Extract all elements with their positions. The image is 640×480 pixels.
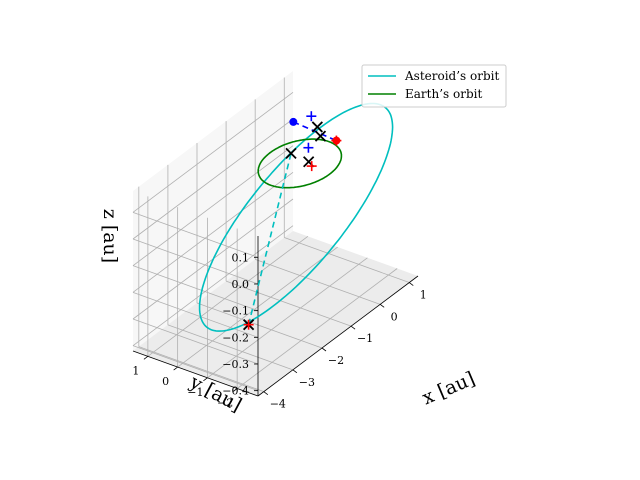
grid-z-right [132,92,294,213]
x-tick-mark [379,304,385,308]
plot-area [198,102,394,332]
asteroid-periapsis-plus [243,319,254,330]
x-tick-label: −1 [357,332,373,345]
grid-z-left [132,238,259,285]
grid-z-left [132,318,259,365]
grid-z-left [132,291,259,338]
x-tick-mark [263,391,269,395]
y-tick-mark [143,356,149,360]
grid-y-floor [236,268,398,389]
z-tick-label: −0.2 [222,331,249,344]
legend-label-earth: Earth’s orbit [405,87,482,101]
dot-red-right [332,136,341,145]
x-top-2-b [314,130,327,142]
x-mid-1-b [285,147,297,160]
tick-labels: −4 −3 −2 −1 0 1 1 0 −1 −2 0.1 0.0 −0.1 −0.2 −0.3 −0.4 [132,251,426,410]
x-axis-label: x [au] [419,368,478,410]
legend-box [361,64,507,108]
y-tick-label: 1 [132,364,139,377]
y-tick-mark [173,366,178,371]
z-tick-label: −0.3 [222,358,249,371]
plus-blue-top [306,111,317,122]
grid-lines [132,77,410,393]
pane-right [133,71,293,351]
x-top-1-b [311,121,323,133]
z-tick-label: −0.1 [222,305,249,318]
asteroid-orbit [198,102,394,332]
grid-z-right [132,145,294,266]
y-tick-mark [203,377,208,382]
x-tick-label: −3 [299,376,315,389]
y-tick-label: −1 [187,386,203,399]
grid-z-right [132,225,294,346]
earth-orbit [257,138,343,189]
x-top-2 [314,130,327,142]
legend-label-asteroid: Asteroid’s orbit [404,69,499,83]
z-tick-label: −0.4 [222,385,249,398]
x-tick-mark [350,325,356,330]
blue-dot [289,117,298,126]
z-axis-label: z [au] [99,209,121,263]
z-tick-label: 0.1 [232,251,250,264]
x-axis-line [257,275,419,397]
x-tick-label: −4 [270,398,286,411]
earth-link [293,121,337,142]
grid-z-left [132,211,259,258]
x-tick-mark [409,282,414,286]
grid-z-right [132,118,294,240]
y-tick-label: 0 [162,375,169,388]
y-tick-mark [232,388,238,392]
z-tick-label: 0.0 [232,278,250,291]
grid-z-right [132,172,294,293]
x-tick-label: −2 [328,354,344,367]
grid-y-floor [147,236,309,357]
x-mid-1 [285,147,297,160]
x-tick-label: 1 [420,289,427,302]
grid-y-floor [207,257,368,379]
grid-z-left [132,265,259,312]
grid-z-left [132,345,259,392]
x-mid-2-b [303,156,315,168]
y-tick-label: −2 [217,397,233,410]
pane-floor [133,231,418,396]
x-top-1 [311,121,323,133]
x-tick-label: 0 [391,310,398,323]
x-tick-mark [292,369,298,374]
x-tick-mark [321,347,327,352]
legend: Asteroid’s orbit Earth’s orbit [361,64,507,108]
plus-red-mid [306,161,317,172]
plus-blue-mid [303,142,314,153]
